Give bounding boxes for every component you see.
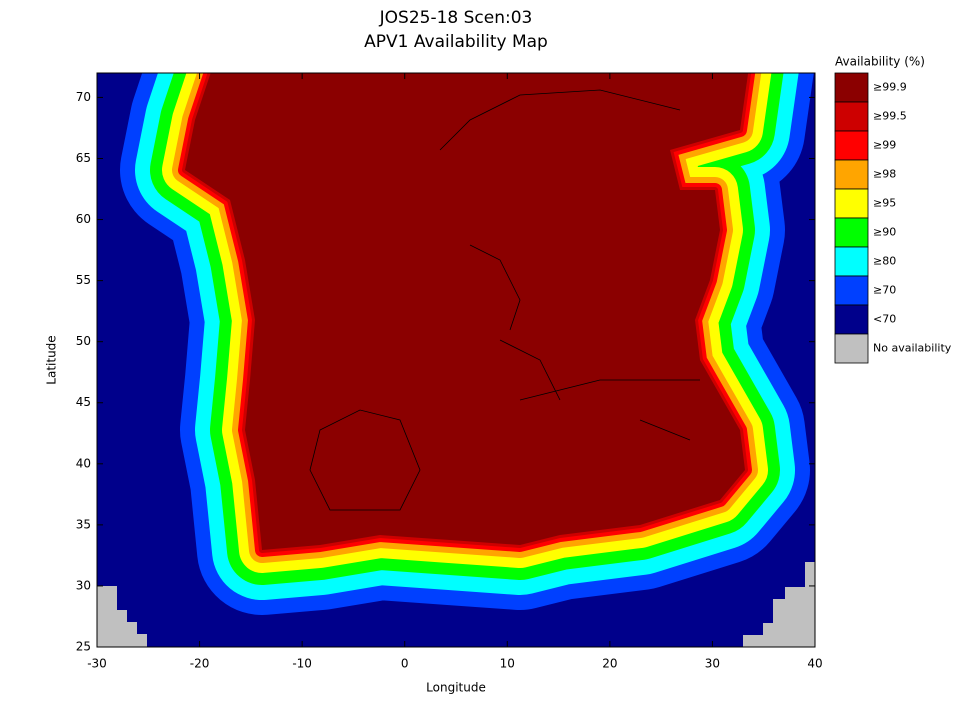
y-tick-label: 25 <box>76 640 91 654</box>
y-tick-label: 50 <box>76 334 91 348</box>
no-availability-area <box>97 562 815 647</box>
legend-label: ≥95 <box>873 197 896 210</box>
y-tick-label: 60 <box>76 212 91 226</box>
y-tick-label: 55 <box>76 273 91 287</box>
availability-band <box>185 73 749 550</box>
x-tick-label: -10 <box>292 657 312 671</box>
legend-swatch <box>834 333 869 364</box>
y-tick-label: 30 <box>76 578 91 592</box>
legend-swatch <box>834 101 869 132</box>
y-tick-label: 40 <box>76 456 91 470</box>
y-tick-label: 70 <box>76 90 91 104</box>
legend-swatch <box>834 304 869 335</box>
y-tick-label: 45 <box>76 395 91 409</box>
x-tick-label: 30 <box>705 657 720 671</box>
legend-swatch <box>834 188 869 219</box>
y-tick-label: 65 <box>76 151 91 165</box>
x-tick-label: 20 <box>602 657 617 671</box>
x-tick-label: 0 <box>401 657 409 671</box>
chart-subtitle: APV1 Availability Map <box>364 32 548 52</box>
axes: -30 -20 -10 0 10 20 30 40 25 30 35 40 45 50 55 60 65 70 <box>76 73 823 671</box>
legend-swatch <box>834 275 869 306</box>
x-axis-label: Longitude <box>426 681 486 695</box>
legend-label: No availability <box>873 342 952 355</box>
legend-label: ≥99 <box>873 139 896 152</box>
legend-label: ≥99.9 <box>873 81 907 94</box>
legend-title: Availability (%) <box>835 55 925 69</box>
legend: ≥99.9 ≥99.5 ≥99 ≥98 ≥95 ≥90 ≥80 ≥70 <70 No availa… <box>834 72 952 364</box>
legend-swatch <box>834 217 869 248</box>
chart-title: JOS25-18 Scen:03 <box>379 8 533 28</box>
y-axis-label: Latitude <box>45 335 59 384</box>
x-tick-label: -30 <box>87 657 107 671</box>
availability-bands <box>120 73 814 615</box>
legend-swatch <box>834 159 869 190</box>
coastline <box>309 89 700 511</box>
plot-frame <box>96 72 816 648</box>
legend-label: ≥90 <box>873 226 896 239</box>
legend-label: ≥70 <box>873 284 896 297</box>
x-tick-label: 40 <box>807 657 822 671</box>
x-tick-label: -20 <box>190 657 210 671</box>
x-tick-label: 10 <box>500 657 515 671</box>
legend-swatch <box>834 130 869 161</box>
legend-label: ≥80 <box>873 255 896 268</box>
legend-swatch <box>834 246 869 277</box>
y-tick-label: 35 <box>76 517 91 531</box>
legend-label: ≥99.5 <box>873 110 907 123</box>
map <box>97 73 815 647</box>
legend-label: ≥98 <box>873 168 896 181</box>
legend-swatch <box>834 72 869 103</box>
legend-label: <70 <box>873 313 896 326</box>
